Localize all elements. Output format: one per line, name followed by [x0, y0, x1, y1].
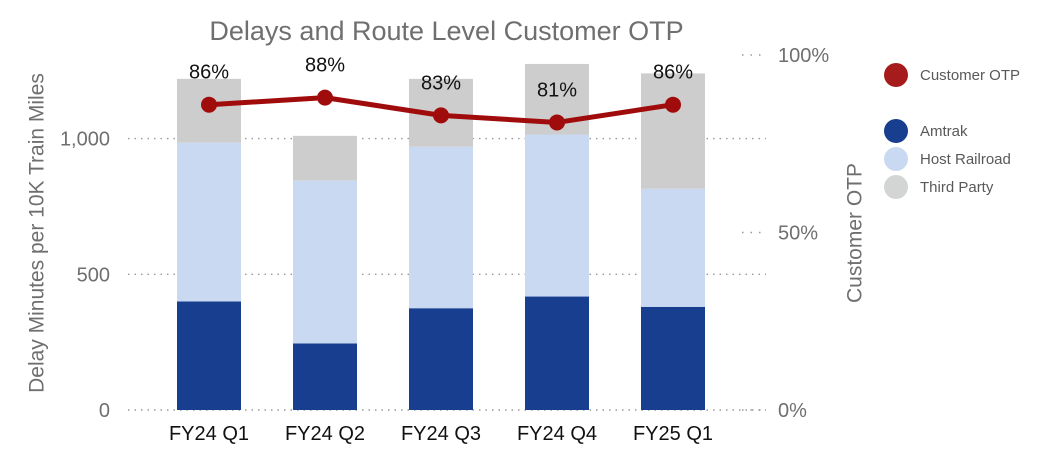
y-tick-left-1000: 1,000: [60, 129, 110, 151]
legend-swatch-host-railroad: [884, 147, 908, 171]
bar-host-railroad-3: [525, 134, 589, 297]
legend-item-host-railroad[interactable]: Host Railroad: [884, 147, 1011, 171]
y-tick-right-0: 0%: [778, 400, 807, 422]
bar-host-railroad-1: [293, 180, 357, 344]
otp-line-group: 86% 88% 83% 81% 86%: [189, 55, 693, 131]
legend-label-customer-otp: Customer OTP: [920, 66, 1021, 84]
bar-amtrak-4: [641, 306, 705, 410]
bar-third-party-4: [641, 73, 705, 189]
y-axis-left: 0 500 1,000: [60, 129, 110, 422]
bar-third-party-1: [293, 135, 357, 181]
legend-swatch-amtrak: [884, 119, 908, 143]
otp-point-4: [665, 96, 681, 113]
otp-data-label-3: 81%: [537, 79, 577, 101]
otp-point-0: [201, 96, 217, 113]
y-tick-right-50: 50%: [778, 223, 818, 245]
legend-label-third-party: Third Party: [920, 178, 994, 196]
bar-amtrak-2: [409, 308, 473, 410]
x-tick-label-2: FY24 Q3: [401, 423, 481, 445]
otp-point-2: [433, 107, 449, 124]
x-tick-label-0: FY24 Q1: [169, 423, 249, 445]
x-axis: FY24 Q1 FY24 Q2 FY24 Q3 FY24 Q4 FY25 Q1: [169, 423, 713, 445]
otp-data-label-0: 86%: [189, 62, 229, 84]
y-tick-right-100: 100%: [778, 45, 829, 67]
legend-label-amtrak: Amtrak: [920, 122, 968, 140]
otp-point-3: [549, 114, 565, 131]
x-tick-label-1: FY24 Q2: [285, 423, 365, 445]
otp-data-label-4: 86%: [653, 62, 693, 84]
x-tick-label-4: FY25 Q1: [633, 423, 713, 445]
y-tick-left-0: 0: [99, 400, 110, 422]
y-tick-left-500: 500: [77, 264, 110, 286]
x-tick-label-3: FY24 Q4: [517, 423, 597, 445]
bar-amtrak-3: [525, 296, 589, 410]
otp-point-1: [317, 89, 333, 106]
y-axis-right-label: Customer OTP: [844, 163, 867, 303]
bar-host-railroad-0: [177, 142, 241, 302]
y-axis-right: 0% 50% 100%: [742, 45, 829, 422]
bar-host-railroad-4: [641, 188, 705, 307]
otp-data-label-1: 88%: [305, 55, 345, 77]
legend-item-third-party[interactable]: Third Party: [884, 175, 993, 199]
y-axis-left-label: Delay Minutes per 10K Train Miles: [26, 73, 49, 393]
legend-item-customer-otp[interactable]: Customer OTP: [884, 63, 1020, 87]
chart-title: Delays and Route Level Customer OTP: [209, 16, 684, 46]
legend-label-host-railroad: Host Railroad: [920, 150, 1011, 168]
legend-item-amtrak[interactable]: Amtrak: [884, 119, 968, 143]
bar-amtrak-1: [293, 343, 357, 410]
bar-amtrak-0: [177, 301, 241, 410]
bar-host-railroad-2: [409, 146, 473, 309]
legend-swatch-third-party: [884, 175, 908, 199]
legend-swatch-customer-otp: [884, 63, 908, 87]
otp-data-label-2: 83%: [421, 72, 461, 94]
